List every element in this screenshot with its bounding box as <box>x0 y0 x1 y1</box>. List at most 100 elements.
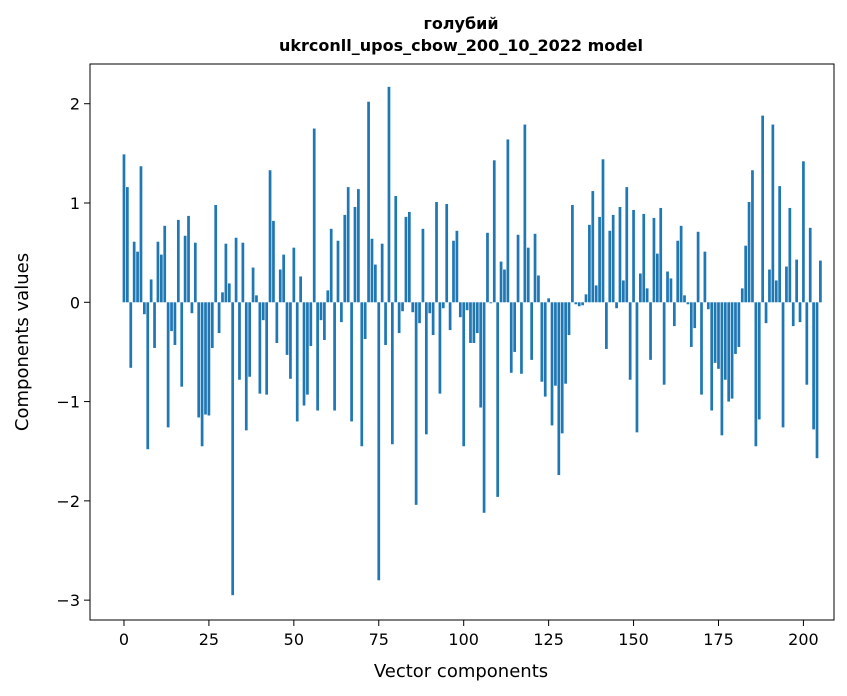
bar-26 <box>210 302 214 348</box>
y-tick-label: 2 <box>70 95 80 114</box>
bar-195 <box>785 266 788 303</box>
x-tick-label: 100 <box>448 630 479 649</box>
bar-69 <box>357 189 360 303</box>
bar-204 <box>815 302 819 459</box>
bar-161 <box>669 278 673 303</box>
bar-52 <box>299 276 302 303</box>
bar-43 <box>268 170 272 303</box>
bar-73 <box>370 238 374 303</box>
bar-184 <box>747 202 751 303</box>
bar-99 <box>458 302 462 318</box>
x-tick-label: 125 <box>533 630 564 649</box>
bar-163 <box>676 240 680 303</box>
bar-83 <box>404 216 408 303</box>
y-axis-ticks: −3 −2 −1 0 1 2 <box>56 95 90 610</box>
bar-11 <box>159 254 163 303</box>
bar-74 <box>374 264 377 303</box>
bar-60 <box>326 290 330 303</box>
x-tick-label: 25 <box>199 630 219 649</box>
bar-34 <box>238 302 241 380</box>
bar-178 <box>727 302 731 402</box>
chart-subtitle: ukrconll_upos_cbow_200_10_2022 model <box>279 36 643 55</box>
y-tick-label: −1 <box>56 393 80 412</box>
bar-155 <box>649 302 652 360</box>
y-tick-label: 0 <box>70 293 80 312</box>
bar-193 <box>778 186 782 303</box>
bar-134 <box>577 302 581 307</box>
bar-159 <box>662 302 666 385</box>
bar-172 <box>706 302 710 310</box>
x-tick-label: 75 <box>369 630 389 649</box>
bar-141 <box>601 159 605 303</box>
bar-59 <box>323 302 326 341</box>
bar-4 <box>136 251 139 303</box>
bar-187 <box>757 302 761 420</box>
bar-90 <box>428 302 432 314</box>
bar-107 <box>486 232 489 303</box>
bar-17 <box>180 302 184 387</box>
bar-175 <box>717 302 720 369</box>
bar-96 <box>448 302 452 331</box>
bar-102 <box>469 302 472 343</box>
bar-35 <box>241 242 245 303</box>
bar-33 <box>234 237 238 303</box>
bar-45 <box>275 302 279 343</box>
bar-182 <box>740 288 744 303</box>
bar-126 <box>550 302 554 426</box>
bar-139 <box>594 285 598 303</box>
bar-191 <box>771 124 775 303</box>
bar-7 <box>146 302 150 450</box>
bar-1 <box>126 187 129 303</box>
bar-97 <box>452 240 455 303</box>
bar-203 <box>812 302 815 430</box>
bar-91 <box>431 302 435 336</box>
bar-98 <box>455 230 459 303</box>
bar-95 <box>445 203 449 303</box>
bar-51 <box>295 302 299 422</box>
bar-64 <box>340 302 343 323</box>
bar-67 <box>350 302 353 422</box>
bar-105 <box>479 302 483 408</box>
bar-148 <box>625 187 629 303</box>
bar-131 <box>567 302 571 336</box>
bar-68 <box>353 206 357 303</box>
bar-174 <box>713 302 717 363</box>
bar-92 <box>435 202 438 303</box>
bar-89 <box>424 302 428 435</box>
bar-9 <box>153 302 156 348</box>
bar-44 <box>272 220 275 303</box>
bar-201 <box>805 302 809 385</box>
bar-162 <box>672 302 676 327</box>
bar-85 <box>411 302 415 313</box>
bar-80 <box>394 196 398 303</box>
x-tick-label: 150 <box>618 630 649 649</box>
bar-16 <box>176 219 180 303</box>
bar-94 <box>441 302 445 309</box>
bar-38 <box>251 267 255 303</box>
bar-50 <box>292 247 296 303</box>
bar-181 <box>737 302 741 347</box>
bar-150 <box>632 209 635 303</box>
bar-198 <box>795 259 798 303</box>
bar-121 <box>533 233 537 303</box>
bar-53 <box>302 302 306 406</box>
plot-frame <box>89 63 835 621</box>
bar-183 <box>744 245 748 303</box>
bar-151 <box>635 302 639 433</box>
bar-106 <box>482 302 486 513</box>
bar-82 <box>401 302 404 312</box>
bar-185 <box>751 170 754 303</box>
bar-58 <box>319 302 323 321</box>
bar-167 <box>689 302 693 347</box>
bar-133 <box>574 302 578 305</box>
bar-117 <box>520 302 523 374</box>
bar-142 <box>605 302 608 349</box>
bar-164 <box>679 225 683 303</box>
bar-127 <box>554 302 557 386</box>
bar-57 <box>316 302 319 411</box>
bar-140 <box>598 216 601 303</box>
bar-61 <box>329 228 333 303</box>
bar-146 <box>618 206 622 303</box>
bar-62 <box>333 302 336 411</box>
bar-41 <box>261 302 265 321</box>
